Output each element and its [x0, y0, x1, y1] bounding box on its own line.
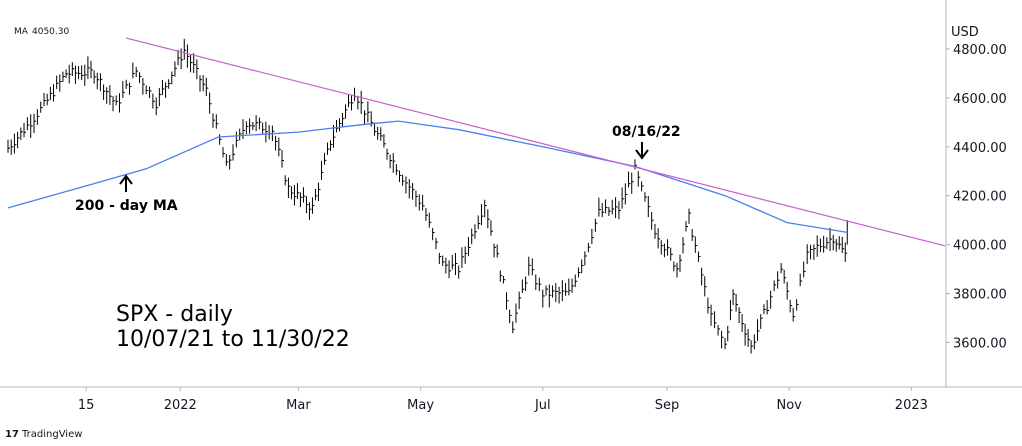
x-tick-label: 2022 [164, 398, 197, 413]
x-tick-label: Mar [286, 398, 311, 413]
x-tick-label: 15 [78, 398, 95, 413]
peak-annotation-label: 08/16/22 [612, 124, 681, 140]
y-tick-label: 4400.00 [953, 141, 1007, 156]
ma-annotation-label: 200 - day MA [75, 198, 178, 214]
price-bars [7, 38, 848, 354]
x-tick-label: Sep [655, 398, 680, 413]
tradingview-logo: 17 TradingView [5, 429, 82, 440]
x-tick-label: 2023 [895, 398, 928, 413]
trendline [126, 37, 946, 247]
y-tick-label: 4000.00 [953, 239, 1007, 254]
ma-line [7, 120, 848, 234]
tradingview-logo-icon: 17 [5, 429, 19, 440]
chart-subtitle: 10/07/21 to 11/30/22 [116, 327, 350, 352]
y-tick-label: 3600.00 [953, 336, 1007, 351]
ma-legend-value: 4050.30 [32, 27, 69, 37]
ma-legend-label: MA [14, 27, 29, 37]
y-tick-label: 4800.00 [953, 43, 1007, 58]
price-axis-ticks: 3600.00 3800.00 4000.00 4200.00 4400.00 4600.… [946, 43, 1007, 351]
x-tick-label: Jul [534, 398, 551, 413]
chart-title: SPX - daily [116, 302, 233, 327]
ma-annotation: 200 - day MA [75, 174, 178, 214]
y-tick-label: 4200.00 [953, 190, 1007, 205]
peak-arrow-head-icon [635, 149, 649, 160]
x-tick-label: May [407, 398, 434, 413]
time-axis-ticks: 15 2022 Mar May Jul Sep Nov 2023 [78, 387, 928, 413]
ma-arrow-head-icon [119, 174, 133, 185]
x-tick-label: Nov [776, 398, 802, 413]
tradingview-brand-label: TradingView [21, 429, 82, 440]
currency-label: USD [951, 25, 979, 40]
y-tick-label: 3800.00 [953, 288, 1007, 303]
series-lines [7, 37, 946, 247]
peak-annotation: 08/16/22 [612, 124, 681, 160]
y-tick-label: 4600.00 [953, 92, 1007, 107]
